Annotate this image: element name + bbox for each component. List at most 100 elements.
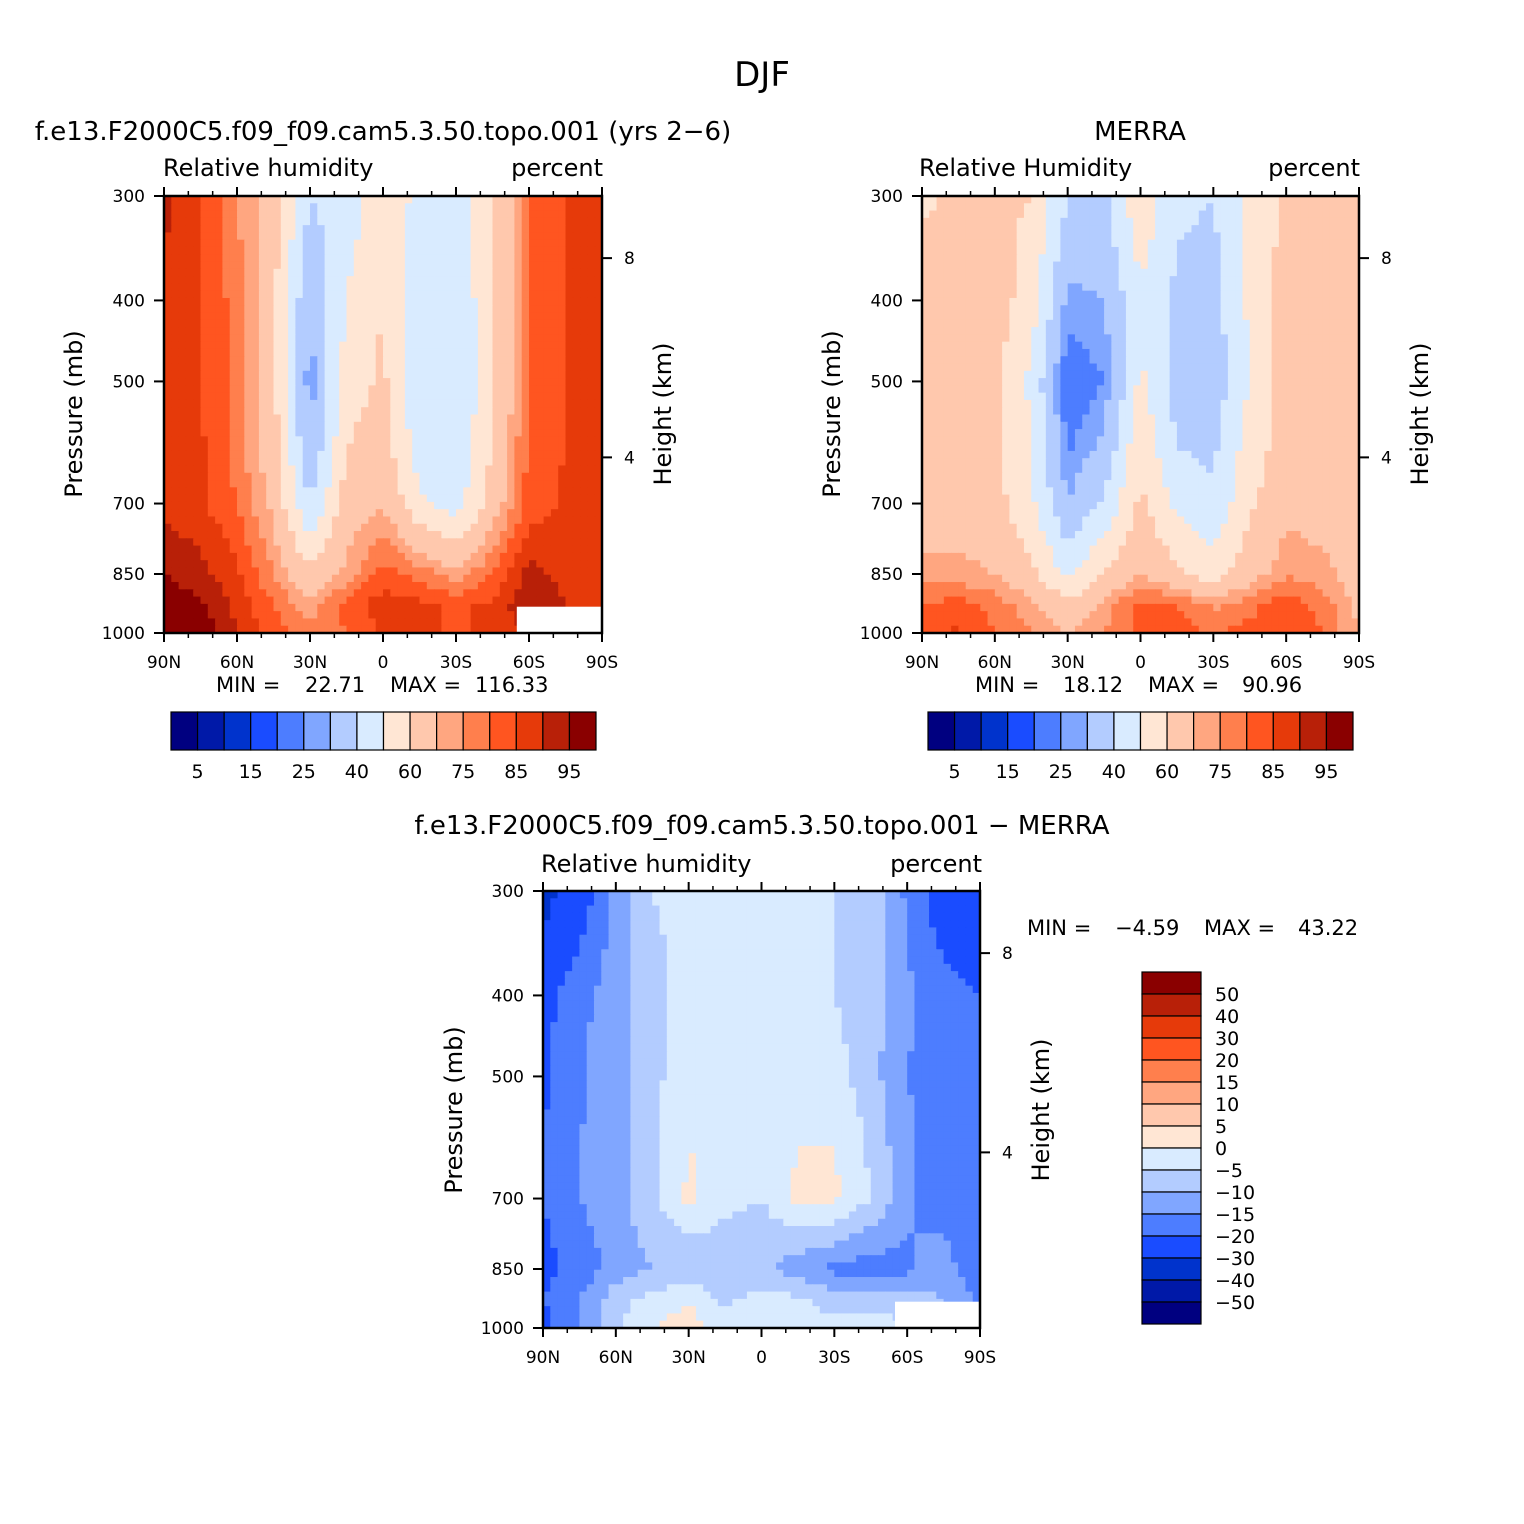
heatmap-cell — [412, 582, 421, 590]
heatmap-cell — [266, 239, 275, 248]
heatmap-cell — [477, 596, 486, 605]
heatmap-cell — [987, 268, 996, 277]
heatmap-cell — [929, 268, 938, 277]
heatmap-cell — [543, 596, 552, 605]
heatmap-cell — [580, 538, 588, 547]
heatmap-cell — [310, 531, 318, 539]
heatmap-cell — [207, 523, 216, 532]
heatmap-cell — [237, 625, 245, 634]
heatmap-cell — [273, 480, 282, 488]
heatmap-cell — [193, 363, 202, 372]
heatmap-cell — [258, 399, 267, 408]
heatmap-cell — [1162, 239, 1171, 248]
heatmap-cell — [463, 385, 472, 394]
heatmap-cell — [456, 589, 464, 598]
heatmap-cell — [237, 611, 245, 620]
heatmap-cell — [229, 196, 238, 204]
heatmap-cell — [1104, 290, 1112, 299]
heatmap-cell — [485, 603, 494, 612]
heatmap-cell — [1053, 290, 1061, 299]
heatmap-cell — [1096, 254, 1105, 263]
heatmap-cell — [171, 254, 180, 263]
heatmap-cell — [404, 407, 413, 416]
heatmap-cell — [580, 276, 588, 284]
heatmap-cell — [1315, 254, 1324, 263]
heatmap-cell — [1009, 305, 1018, 314]
heatmap-cell — [1038, 283, 1047, 292]
heatmap-cell — [419, 283, 428, 292]
heatmap-cell — [1053, 246, 1061, 255]
heatmap-cell — [572, 196, 581, 204]
heatmap-cell — [929, 246, 938, 255]
heatmap-cell — [1133, 246, 1142, 255]
heatmap-cell — [185, 232, 194, 241]
heatmap-cell — [222, 341, 231, 350]
heatmap-cell — [507, 472, 515, 481]
heatmap-cell — [222, 545, 231, 554]
heatmap-cell — [229, 494, 238, 503]
heatmap-cell — [368, 625, 377, 634]
heatmap-cell — [368, 450, 377, 459]
heatmap-cell — [412, 523, 421, 532]
heatmap-cell — [922, 210, 930, 219]
heatmap-cell — [237, 341, 245, 350]
heatmap-cell — [375, 348, 384, 357]
heatmap-cell — [390, 210, 399, 219]
heatmap-cell — [353, 552, 362, 561]
heatmap-cell — [397, 283, 406, 292]
heatmap-cell — [1009, 297, 1018, 306]
heatmap-cell — [1213, 312, 1222, 321]
heatmap-cell — [295, 501, 304, 510]
heatmap-cell — [412, 487, 421, 496]
heatmap-cell — [994, 196, 1003, 204]
heatmap-cell — [331, 276, 340, 284]
heatmap-cell — [339, 516, 348, 525]
heatmap-cell — [565, 334, 574, 343]
heatmap-cell — [441, 436, 450, 445]
heatmap-cell — [499, 297, 508, 306]
heatmap-cell — [543, 443, 552, 452]
heatmap-cell — [295, 217, 304, 226]
heatmap-cell — [1271, 312, 1280, 321]
heatmap-cell — [178, 545, 187, 554]
x-tick-label: 90N — [147, 653, 181, 673]
heatmap-cell — [229, 552, 238, 561]
colorbar-box — [542, 711, 571, 751]
heatmap-cell — [280, 341, 289, 350]
heatmap-cell — [572, 436, 581, 445]
heatmap-cell — [390, 552, 399, 561]
heatmap-cell — [302, 414, 311, 423]
heatmap-cell — [1125, 246, 1134, 255]
heatmap-cell — [419, 363, 428, 372]
heatmap-cell — [558, 494, 567, 503]
heatmap-cell — [492, 232, 501, 241]
heatmap-cell — [580, 465, 588, 474]
heatmap-cell — [485, 582, 494, 590]
heatmap-cell — [193, 290, 202, 299]
panel-model: f.e13.F2000C5.f09_f09.cam5.3.50.topo.001… — [35, 117, 731, 783]
heatmap-cell — [383, 385, 391, 394]
heatmap-cell — [1067, 297, 1076, 306]
heatmap-cell — [164, 254, 172, 263]
heatmap-cell — [1162, 283, 1171, 292]
heatmap-cell — [288, 363, 296, 372]
heatmap-cell — [346, 246, 355, 255]
heatmap-cell — [324, 210, 333, 219]
heatmap-cell — [280, 225, 289, 234]
heatmap-cell — [521, 385, 530, 394]
heatmap-cell — [1074, 297, 1083, 306]
heatmap-cell — [361, 370, 369, 379]
heatmap-cell — [507, 429, 515, 437]
heatmap-cell — [572, 509, 581, 518]
heatmap-cell — [448, 312, 457, 321]
heatmap-cell — [514, 465, 523, 474]
heatmap-cell — [448, 297, 457, 306]
heatmap-cell — [1337, 254, 1346, 263]
heatmap-cell — [346, 203, 355, 212]
heatmap-cell — [426, 458, 435, 467]
heatmap-cell — [922, 196, 930, 204]
heatmap-cell — [273, 239, 282, 248]
heatmap-cell — [280, 618, 289, 627]
heatmap-cell — [1074, 276, 1083, 284]
heatmap-cell — [288, 246, 296, 255]
